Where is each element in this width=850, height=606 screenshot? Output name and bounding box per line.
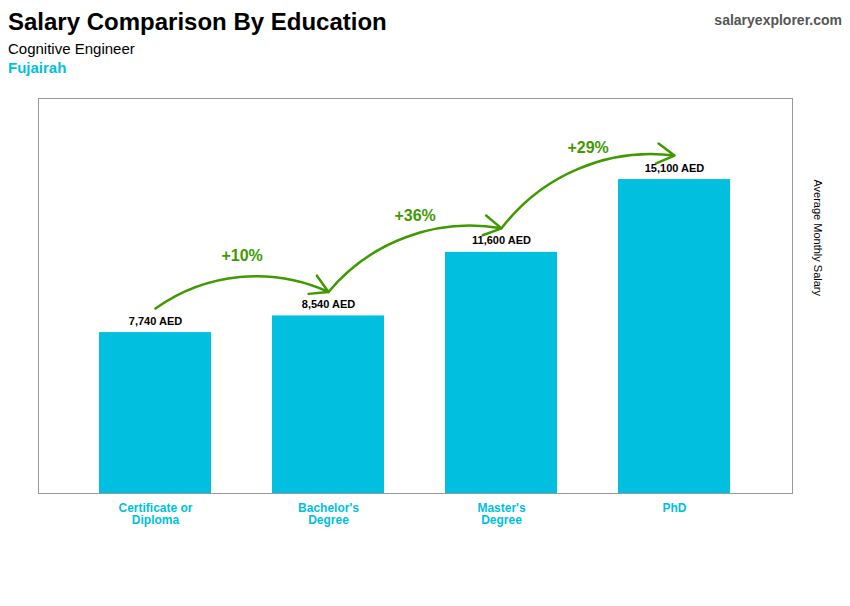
svg-text:Bachelor'sDegree: Bachelor'sDegree — [298, 501, 359, 527]
svg-text:11,600 AED: 11,600 AED — [472, 234, 531, 246]
svg-text:15,100 AED: 15,100 AED — [645, 162, 705, 174]
svg-text:PhD: PhD — [663, 501, 687, 515]
html-text:Fujairah: Fujairah — [8, 59, 67, 76]
svg-text:Certificate orDiploma: Certificate orDiploma — [118, 501, 192, 527]
svg-text:Average Monthly Salary: Average Monthly Salary — [812, 179, 824, 296]
svg-text:+36%: +36% — [394, 207, 435, 224]
html-text:Salary Comparison By Education: Salary Comparison By Education — [8, 8, 387, 35]
svg-text:Master'sDegree: Master'sDegree — [477, 501, 526, 527]
html-text:salaryexplorer.com: salaryexplorer.com — [714, 12, 842, 28]
html-text:Cognitive Engineer: Cognitive Engineer — [8, 40, 135, 57]
svg-text:7,740 AED: 7,740 AED — [129, 315, 182, 327]
svg-text:+29%: +29% — [567, 139, 608, 156]
svg-text:+10%: +10% — [221, 247, 262, 264]
svg-text:8,540 AED: 8,540 AED — [302, 298, 355, 310]
